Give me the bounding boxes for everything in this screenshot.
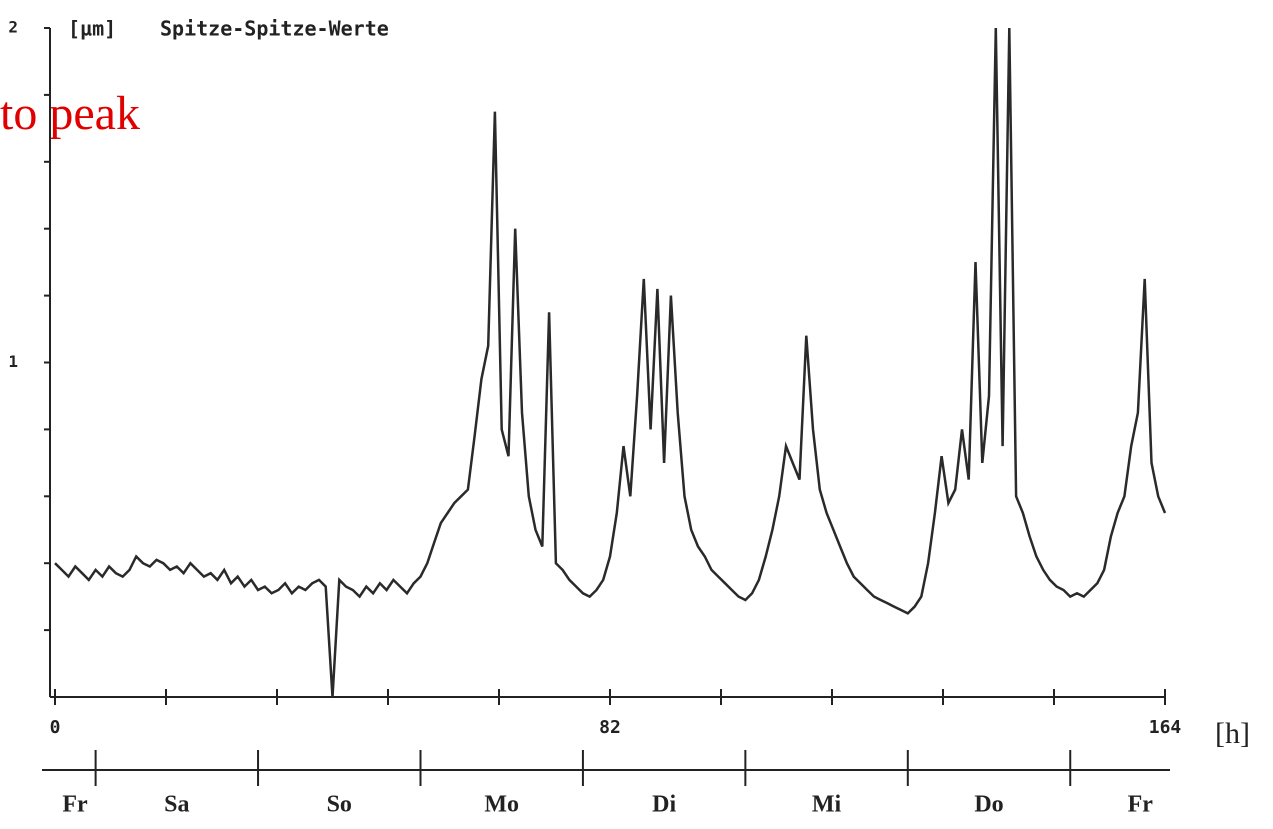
day-label: So [327,792,352,818]
annotation: to peak [0,87,140,140]
x-tick-label: 164 [1149,717,1182,738]
day-label: Di [652,792,676,818]
x-tick-label: 0 [50,717,61,738]
day-label: Mi [812,792,842,818]
day-label: Do [974,792,1003,818]
x-tick-label: 82 [599,717,621,738]
day-label: Mo [484,792,519,818]
y-unit: [µm] [68,17,116,41]
day-label: Fr [1128,792,1154,818]
day-label: Sa [164,792,189,818]
x-unit: [h] [1215,717,1250,750]
chart-title: Spitze-Spitze-Werte [160,17,389,41]
y-tick-label: 2 [8,18,18,37]
day-label: Fr [62,792,88,818]
y-tick-label: 1 [8,352,18,371]
data-line [54,27,1167,698]
